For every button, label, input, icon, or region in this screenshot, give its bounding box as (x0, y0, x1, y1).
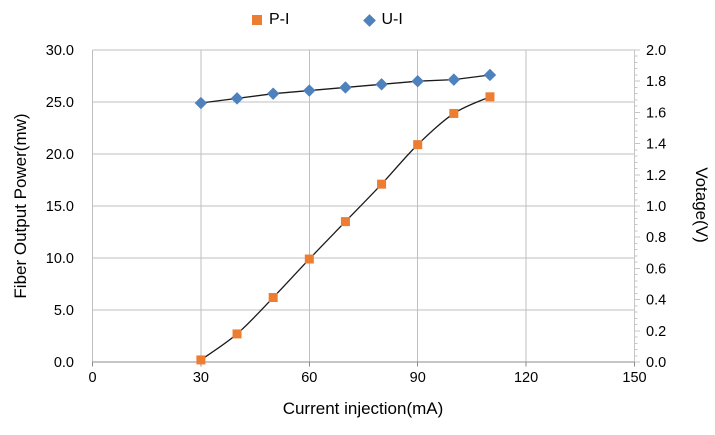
p-i-data-point (485, 92, 495, 102)
right-axis-tick-label: 0.6 (646, 261, 666, 277)
u-i-data-point (303, 84, 316, 97)
p-i-data-point (196, 355, 206, 365)
right-axis-tick-label: 0.2 (646, 324, 666, 340)
right-axis-tick-label: 2.0 (646, 43, 666, 59)
left-axis-tick-label: 25.0 (46, 95, 74, 111)
u-i-data-point (483, 68, 497, 82)
x-axis-tick-label: 30 (193, 370, 209, 386)
x-axis-tick-label: 0 (88, 370, 96, 386)
x-axis-tick-label: 120 (514, 370, 538, 386)
u-i-data-point (447, 73, 461, 86)
right-axis-tick-label: 1.8 (646, 74, 666, 90)
p-i-data-point (268, 293, 278, 303)
p-i-data-point (377, 179, 387, 189)
p-i-data-point (340, 217, 350, 227)
pi-line (200, 96, 491, 361)
right-axis-tick-label: 1.4 (646, 137, 666, 153)
right-axis-tick-label: 0.4 (646, 293, 666, 309)
legend-item-u-i: U-I (363, 11, 403, 29)
left-axis-tick-label: 5.0 (54, 303, 74, 319)
x-axis-tick-label: 90 (410, 370, 426, 386)
left-axis-tick-label: 30.0 (46, 43, 74, 59)
p-i-data-point (413, 140, 423, 150)
right-axis-tick-label: 0.0 (646, 355, 666, 371)
u-i-data-point (266, 87, 280, 100)
p-i-data-point (232, 329, 242, 339)
legend-item-p-i: P-I (252, 11, 289, 29)
u-i-data-point (230, 92, 244, 105)
u-i-data-point (339, 81, 352, 94)
left-axis-tick-label: 15.0 (46, 199, 74, 215)
right-axis-title: Votage(V) (692, 167, 711, 243)
p-i-square-marker-icon (252, 15, 262, 25)
x-axis-tick-label: 150 (622, 370, 646, 386)
x-axis-tick-label: 60 (301, 370, 317, 386)
right-axis-tick-label: 0.8 (646, 230, 666, 246)
right-axis-tick-label: 1.2 (646, 168, 666, 184)
legend-label-u-i: U-I (381, 11, 403, 28)
p-i-data-point (304, 254, 314, 264)
left-axis-tick-label: 0.0 (54, 355, 74, 371)
right-axis-tick-label: 1.0 (646, 199, 666, 215)
p-i-data-point (449, 108, 459, 118)
legend-label-p-i: P-I (269, 11, 290, 28)
u-i-data-point (375, 78, 388, 91)
chart-legend: P-I U-I (252, 11, 403, 29)
right-axis-tick-label: 1.6 (646, 105, 666, 121)
x-axis-title: Current injection(mA) (282, 399, 444, 418)
u-i-data-point (194, 96, 208, 110)
u-i-data-point (411, 74, 424, 88)
left-axis-title: Fiber Output Power(mw) (11, 113, 30, 299)
left-axis-tick-label: 10.0 (46, 251, 74, 267)
u-i-diamond-marker-icon (363, 13, 377, 27)
left-axis-tick-label: 20.0 (46, 147, 74, 163)
